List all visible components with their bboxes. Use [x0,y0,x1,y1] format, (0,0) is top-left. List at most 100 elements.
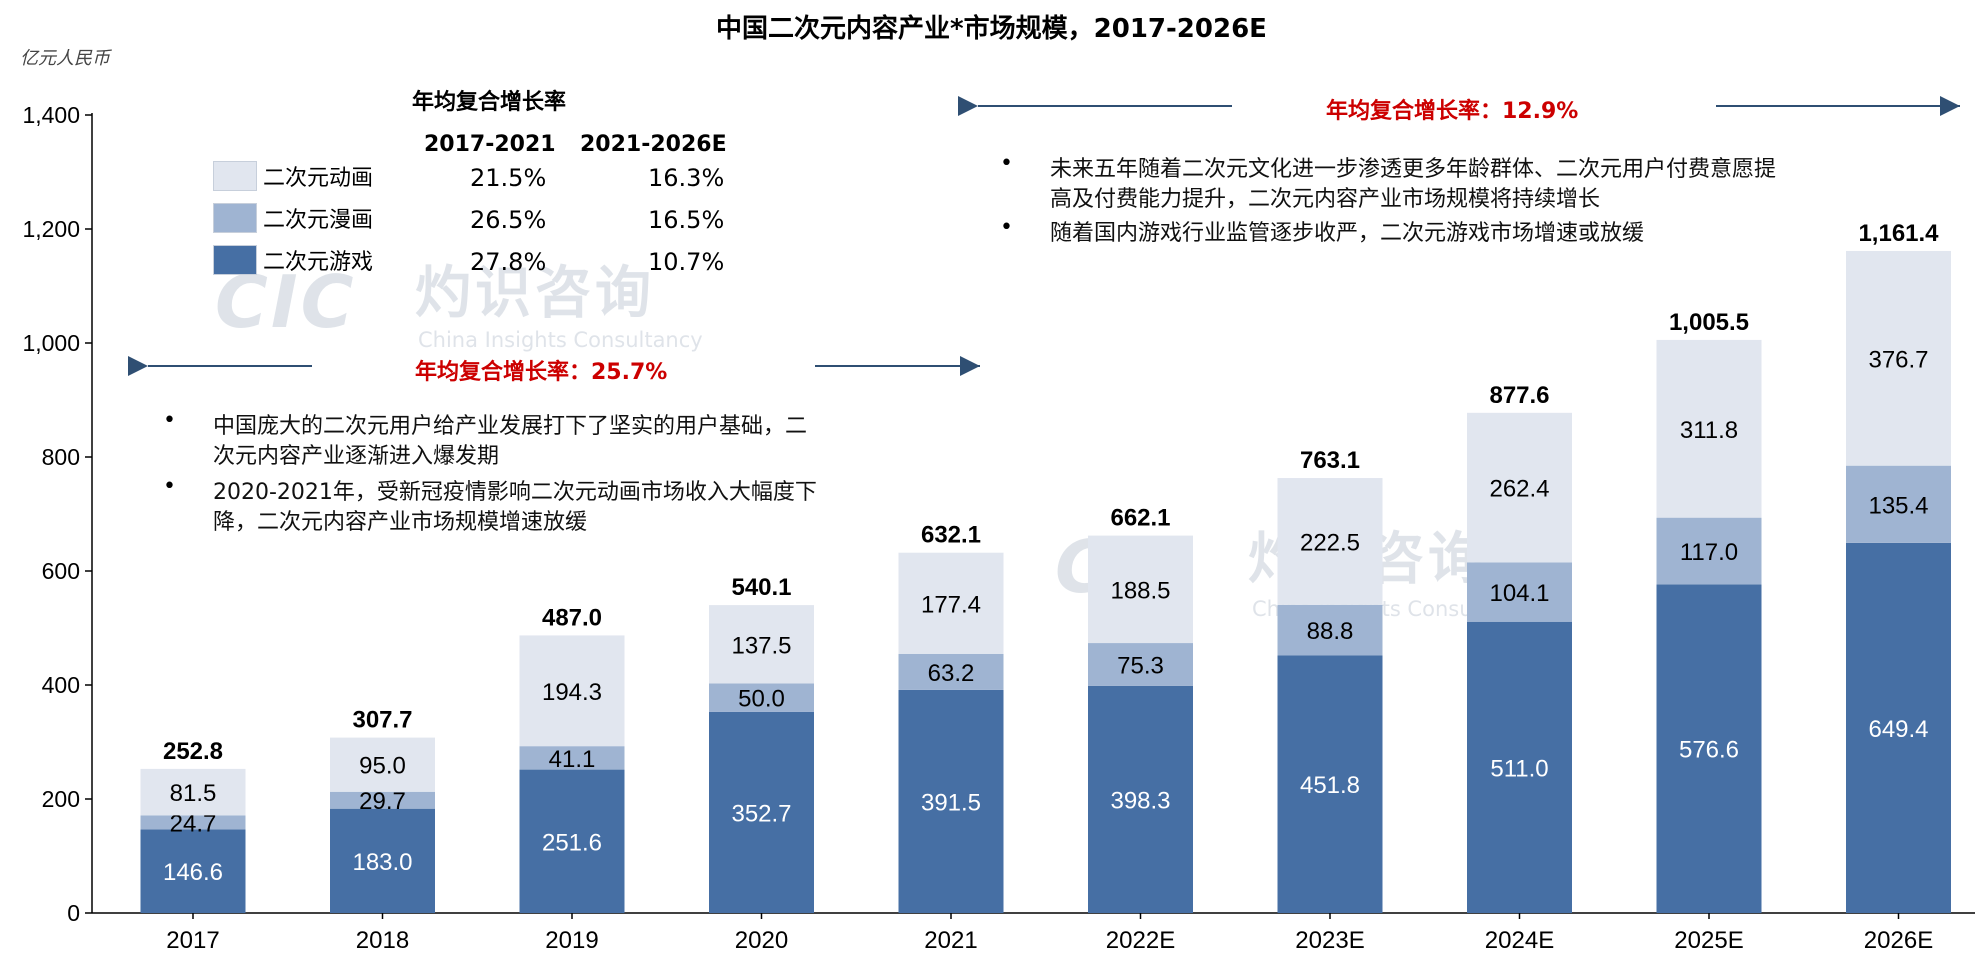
note-left-1-line-2: 次元内容产业逐渐进入爆发期 [213,444,500,469]
y-tick-label: 1,200 [22,216,80,242]
y-tick-label: 0 [67,900,80,926]
data-label: 352.7 [731,800,791,827]
total-label: 1,005.5 [1669,309,1749,336]
bar-segment [1088,685,1193,913]
y-tick-label: 600 [42,558,80,584]
bar-segment [1656,339,1762,518]
bullet-marker: • [1000,151,1013,176]
data-label: 88.8 [1307,618,1354,645]
bullet-marker: • [163,474,176,499]
bar-segment [140,815,246,830]
data-label: 222.5 [1300,529,1360,556]
total-label: 662.1 [1110,505,1170,532]
x-tick-label: 2022E [1106,927,1175,954]
data-label: 95.0 [359,753,406,780]
legend-label: 二次元游戏 [263,250,374,275]
bar-segment [898,552,1004,654]
cagr-value: 21.5% [470,164,547,192]
total-label: 1,161.4 [1858,220,1939,247]
total-label: 763.1 [1300,447,1360,474]
data-label: 137.5 [731,632,791,659]
data-label: 511.0 [1490,755,1548,782]
x-tick-label: 2017 [166,927,219,954]
cagr-value: 16.3% [648,164,725,192]
total-label: 252.8 [163,738,223,765]
cagr-period-header: 2017-2021 [424,132,556,157]
unit-label: 亿元人民币 [20,48,110,69]
data-label: 251.6 [542,829,602,856]
x-tick-label: 2021 [924,927,977,954]
x-tick-label: 2020 [735,927,788,954]
note-left-2-line-1: 2020-2021年，受新冠疫情影响二次元动画市场收入大幅度下 [213,480,817,505]
total-label: 877.6 [1489,382,1549,409]
x-tick-label: 2026E [1864,927,1933,954]
cagr-arrows [128,96,1960,376]
legend-swatch [213,203,257,233]
bar-segment [1467,621,1572,913]
data-label: 262.4 [1489,476,1549,503]
note-left-2-line-2: 降，二次元内容产业市场规模增速放缓 [213,510,588,535]
cagr-right-label: 年均复合增长率：12.9% [1326,99,1579,124]
total-label: 307.7 [352,707,412,734]
note-left-1-line-1: 中国庞大的二次元用户给产业发展打下了坚实的用户基础，二 [213,414,808,439]
y-tick-label: 200 [42,786,80,812]
data-label: 50.0 [738,686,785,713]
data-label: 81.5 [170,780,217,807]
bar-segment [1088,535,1193,644]
bar-segment [1277,655,1383,913]
bar-segment [1846,465,1951,543]
bar-segment [1656,517,1762,585]
data-label: 29.7 [359,788,406,815]
bar-segment [1277,604,1383,656]
bar-segment [140,768,246,816]
data-label: 183.0 [352,849,412,876]
bullet-marker: • [1000,215,1013,240]
chart-title: 中国二次元内容产业*市场规模，2017-2026E [716,14,1267,44]
legend-swatch [213,161,257,191]
bar-segment [1277,478,1383,605]
bar-segment [898,689,1004,913]
data-label: 194.3 [542,679,602,706]
cagr-value: 27.8% [470,248,547,276]
data-label: 391.5 [921,789,981,816]
bar-segment [1088,643,1193,686]
data-label: 376.7 [1868,346,1928,373]
bar-segment [898,653,1004,690]
legend-label: 二次元动画 [263,166,374,191]
cagr-table-title: 年均复合增长率 [412,90,567,115]
data-label: 104.1 [1489,580,1549,607]
bar-segment [1467,412,1572,563]
bar-segment [709,683,814,712]
data-label: 398.3 [1110,787,1170,814]
bar-segment [1656,584,1762,913]
legend-swatch [213,245,257,275]
note-right-2-line-1: 随着国内游戏行业监管逐步收严，二次元游戏市场增速或放缓 [1050,221,1645,246]
bar-segment [519,769,625,913]
data-label: 135.4 [1868,492,1928,519]
bar-segment [330,737,435,792]
data-label: 649.4 [1868,716,1928,743]
cagr-value: 10.7% [648,248,725,276]
bar-segment [140,829,246,913]
total-label: 632.1 [921,522,981,549]
cagr-value: 26.5% [470,206,547,234]
note-right-1-line-2: 高及付费能力提升，二次元内容产业市场规模将持续增长 [1050,187,1601,212]
bar-segment [1467,562,1572,622]
data-label: 117.0 [1680,539,1738,566]
bar-segment [330,808,435,913]
cagr-left-label: 年均复合增长率：25.7% [415,360,668,385]
bar-segment [330,791,435,809]
x-tick-label: 2018 [356,927,409,954]
total-label: 540.1 [731,574,791,601]
data-label: 63.2 [928,660,975,687]
y-tick-label: 400 [42,672,80,698]
data-label: 188.5 [1110,577,1170,604]
data-label: 146.6 [163,859,223,886]
x-tick-label: 2019 [545,927,598,954]
bar-segment [519,746,625,770]
bar-segment [709,605,814,684]
cagr-period-header: 2021-2026E [580,132,727,157]
bar-segment [519,635,625,747]
bar-segment [1846,542,1951,913]
